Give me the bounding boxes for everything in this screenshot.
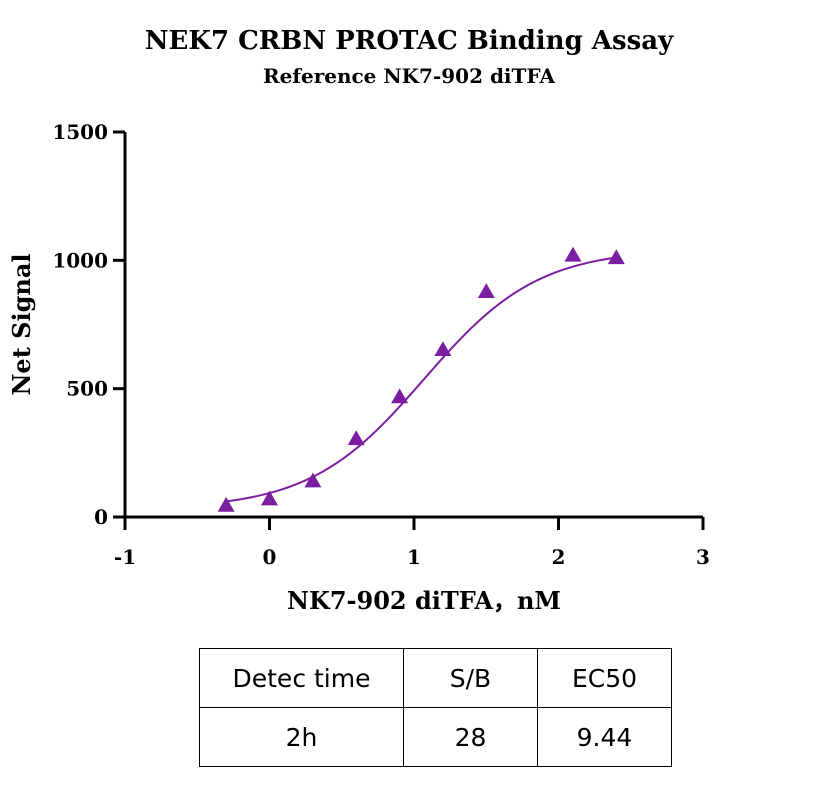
y-axis-title: Net Signal [7, 254, 36, 396]
data-point [391, 388, 409, 404]
table-cell: 2h [199, 707, 404, 767]
x-tick-label: 3 [696, 545, 710, 569]
data-point [347, 430, 365, 446]
x-tick-label: 1 [407, 545, 421, 569]
result-table: Detec time S/B EC50 2h 28 9.44 [199, 648, 672, 767]
x-axis-title: NK7-902 diTFA，nM [287, 586, 561, 615]
table-header-row: Detec time S/B EC50 [199, 648, 672, 708]
y-tick-label: 500 [66, 377, 108, 401]
data-point [434, 341, 452, 356]
table-header-cell: S/B [403, 648, 538, 708]
chart-title: NEK7 CRBN PROTAC Binding Assay [144, 26, 674, 56]
data-point [607, 249, 625, 265]
x-tick-label: -1 [114, 545, 136, 569]
data-point [564, 246, 582, 262]
x-tick-label: 0 [263, 545, 277, 569]
y-tick-label: 0 [94, 505, 108, 529]
y-tick-label: 1000 [52, 248, 108, 272]
data-point [477, 283, 495, 298]
y-tick-label: 1500 [52, 120, 108, 144]
chart-subtitle: Reference NK7-902 diTFA [263, 64, 555, 88]
table-header-cell: EC50 [537, 648, 672, 708]
fit-curve [226, 256, 617, 503]
data-point [304, 472, 322, 488]
x-tick-label: 2 [552, 545, 566, 569]
axes [123, 132, 703, 519]
table-row: 2h 28 9.44 [199, 707, 672, 767]
data-point [261, 490, 278, 506]
table-header-cell: Detec time [199, 648, 404, 708]
table-cell: 9.44 [537, 707, 672, 767]
data-points [217, 246, 625, 512]
table-cell: 28 [403, 707, 538, 767]
data-point [217, 496, 235, 512]
